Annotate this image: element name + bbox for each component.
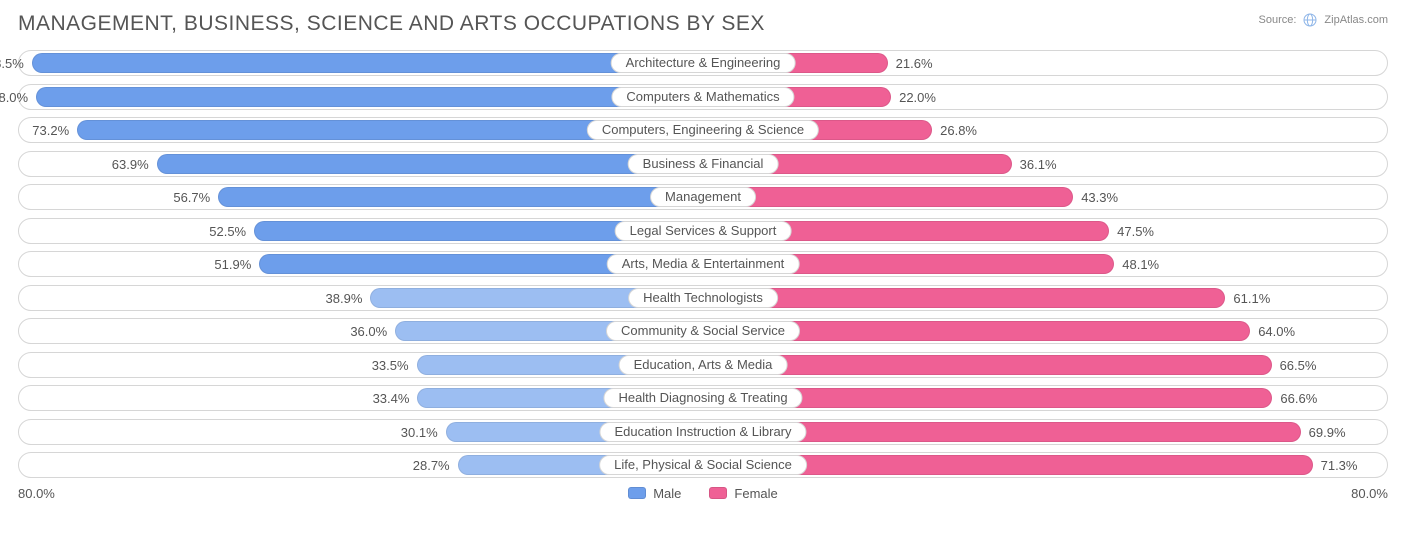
chart-row: 56.7% 43.3% Management (18, 184, 1388, 210)
bar-female (703, 355, 1272, 375)
bar-chart: 78.5%21.6%Architecture & Engineering78.0… (18, 50, 1388, 478)
pct-female-label: 21.6% (896, 51, 933, 77)
bar-female (703, 288, 1225, 308)
chart-row: 51.9% 48.1% Arts, Media & Entertainment (18, 251, 1388, 277)
pct-female-label: 26.8% (940, 118, 977, 144)
chart-row: 73.2% 26.8% Computers, Engineering & Scien… (18, 117, 1388, 143)
bar-male (157, 154, 703, 174)
category-label: Education, Arts & Media (619, 355, 788, 375)
pct-female-label: 64.0% (1258, 319, 1295, 345)
category-label: Community & Social Service (606, 321, 800, 341)
category-label: Health Diagnosing & Treating (603, 388, 802, 408)
chart-row: 78.0%22.0%Computers & Mathematics (18, 84, 1388, 110)
category-label: Architecture & Engineering (611, 53, 796, 73)
pct-male-label: 51.9% (214, 252, 251, 278)
globe-icon (1302, 12, 1318, 28)
pct-male-label: 28.7% (413, 453, 450, 479)
pct-male-label: 78.5% (0, 51, 24, 77)
pct-female-label: 66.6% (1280, 386, 1317, 412)
pct-male-label: 56.7% (173, 185, 210, 211)
chart-row: 78.5%21.6%Architecture & Engineering (18, 50, 1388, 76)
chart-row: 52.5% 47.5% Legal Services & Support (18, 218, 1388, 244)
pct-male-label: 73.2% (32, 118, 69, 144)
pct-female-label: 71.3% (1321, 453, 1358, 479)
chart-row: 33.5% 66.5% Education, Arts & Media (18, 352, 1388, 378)
chart-row: 36.0% 64.0% Community & Social Service (18, 318, 1388, 344)
source-name: ZipAtlas.com (1324, 14, 1388, 26)
legend: Male Female (628, 486, 778, 501)
category-label: Computers, Engineering & Science (587, 120, 819, 140)
pct-female-label: 22.0% (899, 85, 936, 111)
legend-swatch-female (709, 487, 727, 499)
source-label: Source: (1259, 14, 1297, 26)
pct-male-label: 30.1% (401, 420, 438, 446)
chart-row: 30.1% 69.9% Education Instruction & Librar… (18, 419, 1388, 445)
chart-row: 28.7% 71.3% Life, Physical & Social Scienc… (18, 452, 1388, 478)
category-label: Arts, Media & Entertainment (607, 254, 800, 274)
category-label: Health Technologists (628, 288, 778, 308)
chart-source: Source: ZipAtlas.com (1259, 12, 1389, 28)
bar-male (32, 53, 703, 73)
pct-male-label: 38.9% (326, 286, 363, 312)
bar-male (36, 87, 703, 107)
legend-female-label: Female (734, 486, 777, 501)
pct-female-label: 48.1% (1122, 252, 1159, 278)
pct-male-label: 63.9% (112, 152, 149, 178)
pct-male-label: 33.4% (373, 386, 410, 412)
bar-male (218, 187, 703, 207)
category-label: Life, Physical & Social Science (599, 455, 807, 475)
chart-row: 33.4% 66.6% Health Diagnosing & Treating (18, 385, 1388, 411)
legend-swatch-male (628, 487, 646, 499)
pct-female-label: 61.1% (1233, 286, 1270, 312)
chart-row: 38.9% 61.1% Health Technologists (18, 285, 1388, 311)
legend-female: Female (709, 486, 777, 501)
axis-right-max: 80.0% (1351, 486, 1388, 501)
pct-male-label: 36.0% (350, 319, 387, 345)
legend-male-label: Male (653, 486, 681, 501)
category-label: Business & Financial (628, 154, 779, 174)
pct-female-label: 36.1% (1020, 152, 1057, 178)
legend-male: Male (628, 486, 681, 501)
pct-male-label: 52.5% (209, 219, 246, 245)
pct-male-label: 78.0% (0, 85, 28, 111)
category-label: Management (650, 187, 756, 207)
chart-title: MANAGEMENT, BUSINESS, SCIENCE AND ARTS O… (18, 12, 765, 36)
axis-left-max: 80.0% (18, 486, 55, 501)
category-label: Education Instruction & Library (599, 422, 806, 442)
bar-female (703, 187, 1073, 207)
category-label: Computers & Mathematics (611, 87, 794, 107)
pct-male-label: 33.5% (372, 353, 409, 379)
pct-female-label: 47.5% (1117, 219, 1154, 245)
category-label: Legal Services & Support (615, 221, 792, 241)
pct-female-label: 66.5% (1280, 353, 1317, 379)
chart-row: 63.9% 36.1% Business & Financial (18, 151, 1388, 177)
pct-female-label: 69.9% (1309, 420, 1346, 446)
pct-female-label: 43.3% (1081, 185, 1118, 211)
